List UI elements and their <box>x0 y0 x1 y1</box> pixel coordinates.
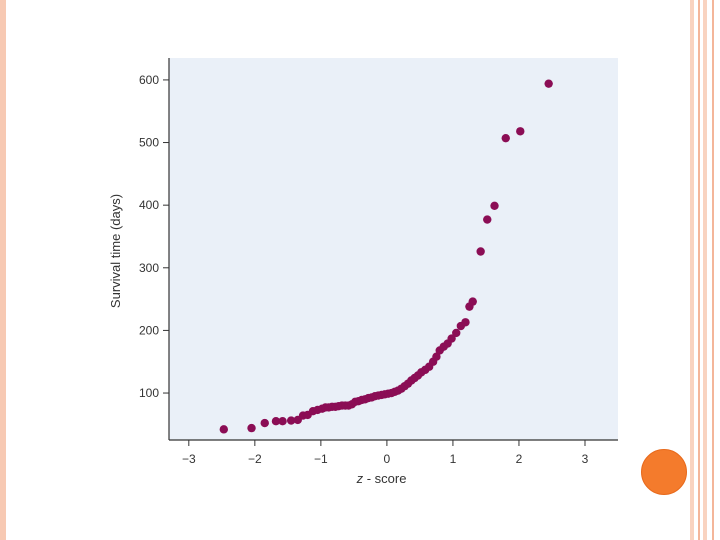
data-point <box>452 328 461 338</box>
x-tick-label: −2 <box>248 452 262 466</box>
slide-right-stripe <box>690 0 694 540</box>
y-tick-label: 400 <box>139 198 159 212</box>
y-tick-label: 300 <box>139 261 159 275</box>
x-axis-label-rest: - score <box>363 471 406 486</box>
data-point <box>516 127 525 136</box>
x-axis-label-variable: z <box>356 471 364 486</box>
y-tick-label: 500 <box>139 136 159 150</box>
data-point <box>476 247 485 256</box>
x-axis-label: z - score <box>356 471 407 486</box>
data-point <box>432 352 441 361</box>
x-tick-label: 3 <box>582 452 589 466</box>
y-axis-label: Survival time (days) <box>108 194 123 308</box>
slide-right-stripe <box>712 0 714 540</box>
data-point <box>461 318 470 327</box>
data-point <box>501 133 510 143</box>
y-tick-label: 600 <box>139 73 159 87</box>
decorative-orange-circle <box>641 449 687 495</box>
x-tick-label: −3 <box>182 452 196 466</box>
y-tick-label: 200 <box>139 323 159 337</box>
slide-right-stripe <box>698 0 700 540</box>
x-tick-label: 0 <box>384 452 391 466</box>
data-point <box>271 417 281 426</box>
y-axis-ticks: 100 200 300 400 500 600 <box>139 73 169 400</box>
data-point <box>483 215 492 224</box>
data-point <box>286 416 296 425</box>
slide-left-border <box>0 0 6 540</box>
data-point <box>278 417 287 426</box>
plot-area <box>169 58 618 440</box>
x-axis-ticks: −3 −2 −1 0 1 2 3 <box>182 440 589 466</box>
data-point <box>468 297 477 306</box>
data-point <box>544 79 553 88</box>
data-point <box>490 201 499 210</box>
slide-right-stripe <box>703 0 707 540</box>
x-tick-label: 2 <box>516 452 523 466</box>
y-tick-label: 100 <box>139 386 159 400</box>
x-tick-label: −1 <box>314 452 328 466</box>
x-tick-label: 1 <box>450 452 457 466</box>
data-point <box>247 423 256 433</box>
data-point <box>447 334 456 343</box>
data-points <box>219 79 553 434</box>
data-point <box>260 418 269 428</box>
data-point <box>219 425 229 434</box>
